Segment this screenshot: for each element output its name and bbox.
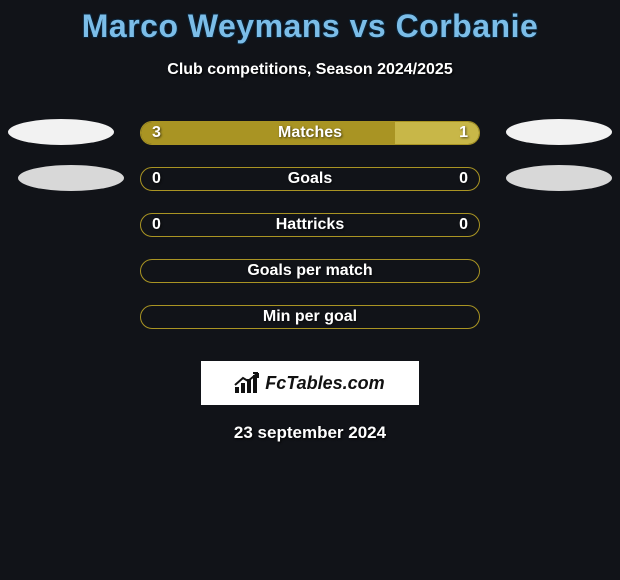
player-ellipse-left <box>18 165 124 191</box>
stat-bar-track <box>140 167 480 191</box>
stat-bar-fill-right <box>395 122 480 144</box>
player-ellipse-left <box>8 119 114 145</box>
player-ellipse-right <box>506 165 612 191</box>
logo-arrow-icon <box>234 372 260 386</box>
date-text: 23 september 2024 <box>0 423 620 443</box>
logo-chart-icon <box>235 373 261 393</box>
stat-row: Matches31 <box>0 121 620 167</box>
comparison-rows: Matches31Goals00Hattricks00Goals per mat… <box>0 121 620 351</box>
page-title: Marco Weymans vs Corbanie <box>0 8 620 45</box>
logo-box: FcTables.com <box>201 361 419 405</box>
stat-bar-track <box>140 213 480 237</box>
stat-bar-fill-left <box>141 122 395 144</box>
infographic-container: Marco Weymans vs Corbanie Club competiti… <box>0 0 620 443</box>
stat-row: Goals per match <box>0 259 620 305</box>
stat-bar-track <box>140 259 480 283</box>
player-ellipse-right <box>506 119 612 145</box>
stat-bar-track <box>140 121 480 145</box>
stat-bar-track <box>140 305 480 329</box>
stat-row: Goals00 <box>0 167 620 213</box>
stat-row: Min per goal <box>0 305 620 351</box>
subtitle: Club competitions, Season 2024/2025 <box>0 61 620 79</box>
stat-row: Hattricks00 <box>0 213 620 259</box>
logo-text: FcTables.com <box>265 373 384 394</box>
